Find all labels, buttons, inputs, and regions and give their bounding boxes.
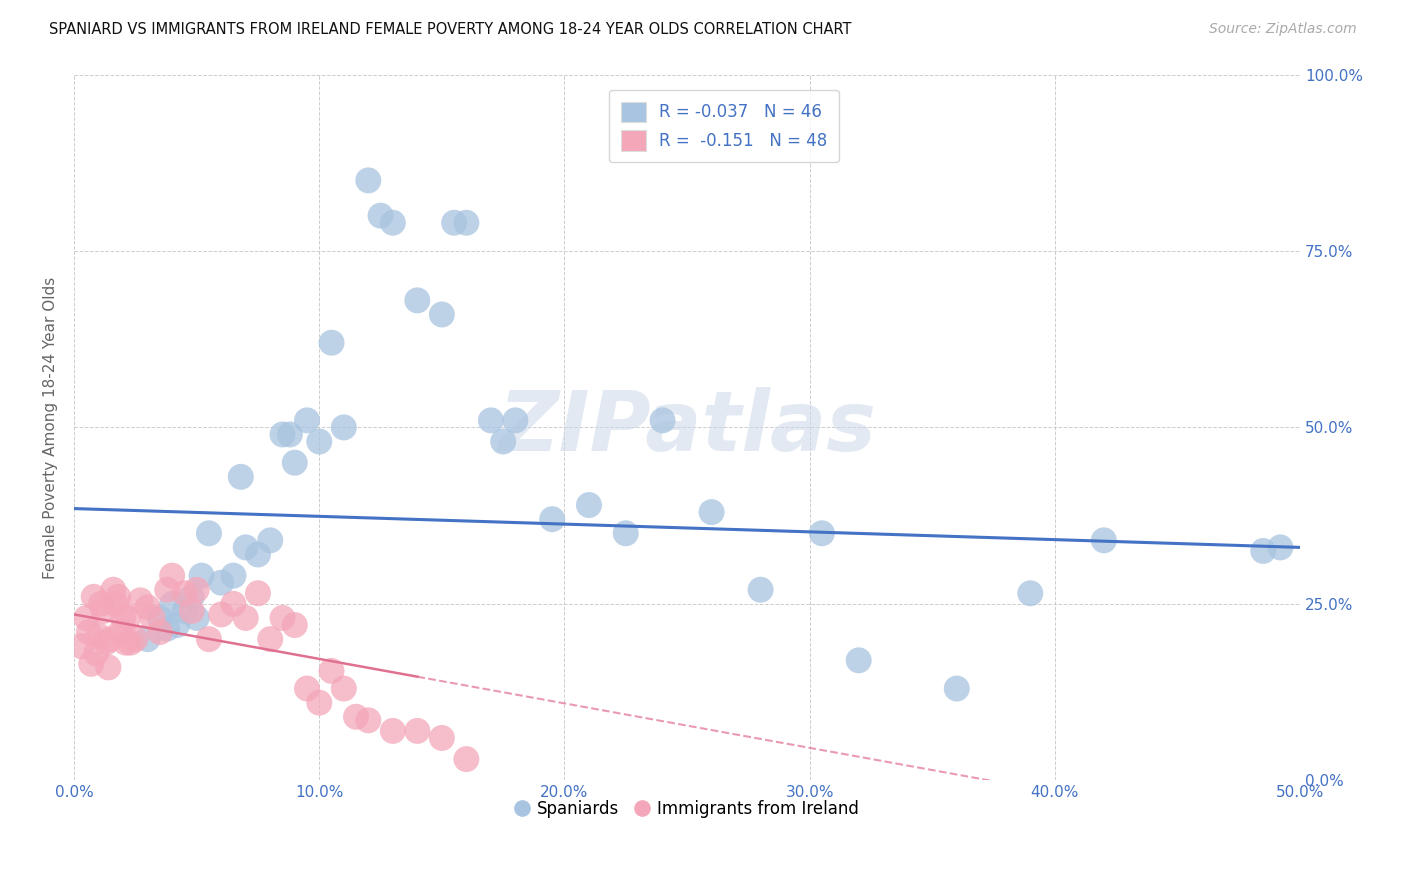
Point xyxy=(278,427,301,442)
Point xyxy=(112,611,135,625)
Point xyxy=(357,173,380,187)
Point xyxy=(104,597,127,611)
Point xyxy=(456,216,478,230)
Point xyxy=(90,597,112,611)
Point xyxy=(284,618,307,632)
Point xyxy=(160,597,183,611)
Point xyxy=(284,456,307,470)
Point xyxy=(381,216,404,230)
Point xyxy=(1019,586,1042,600)
Point xyxy=(180,590,202,604)
Point xyxy=(700,505,723,519)
Point xyxy=(357,714,380,728)
Point xyxy=(406,723,429,738)
Point xyxy=(430,731,453,745)
Point xyxy=(945,681,967,696)
Point xyxy=(222,597,245,611)
Point xyxy=(295,681,318,696)
Point xyxy=(370,209,392,223)
Point xyxy=(308,434,330,449)
Point xyxy=(173,604,195,618)
Point xyxy=(190,568,212,582)
Point xyxy=(333,681,356,696)
Point xyxy=(271,611,294,625)
Legend: Spaniards, Immigrants from Ireland: Spaniards, Immigrants from Ireland xyxy=(509,794,866,825)
Point xyxy=(136,632,159,647)
Point xyxy=(578,498,600,512)
Point xyxy=(107,590,129,604)
Point xyxy=(848,653,870,667)
Point xyxy=(198,526,221,541)
Point xyxy=(77,625,100,640)
Point xyxy=(110,625,132,640)
Point xyxy=(114,635,136,649)
Point xyxy=(97,660,120,674)
Point xyxy=(811,526,834,541)
Point xyxy=(80,657,103,671)
Point xyxy=(492,434,515,449)
Point xyxy=(749,582,772,597)
Point xyxy=(614,526,637,541)
Point xyxy=(246,586,269,600)
Point xyxy=(456,752,478,766)
Text: Source: ZipAtlas.com: Source: ZipAtlas.com xyxy=(1209,22,1357,37)
Point xyxy=(149,625,172,640)
Point xyxy=(1092,533,1115,548)
Point xyxy=(70,639,93,653)
Point xyxy=(142,611,165,625)
Point xyxy=(186,582,208,597)
Point xyxy=(83,590,105,604)
Point xyxy=(479,413,502,427)
Point xyxy=(156,622,179,636)
Point xyxy=(430,308,453,322)
Point xyxy=(295,413,318,427)
Point xyxy=(235,611,257,625)
Point xyxy=(160,568,183,582)
Point xyxy=(271,427,294,442)
Point xyxy=(124,632,146,647)
Point xyxy=(93,604,115,618)
Point xyxy=(505,413,527,427)
Point xyxy=(259,533,281,548)
Point xyxy=(87,629,110,643)
Point xyxy=(100,632,122,647)
Point xyxy=(344,710,367,724)
Point xyxy=(103,582,125,597)
Point xyxy=(229,470,252,484)
Point xyxy=(259,632,281,647)
Point xyxy=(321,664,343,678)
Point xyxy=(180,604,202,618)
Point xyxy=(235,541,257,555)
Point xyxy=(443,216,465,230)
Point xyxy=(381,723,404,738)
Point xyxy=(541,512,564,526)
Point xyxy=(94,635,117,649)
Point xyxy=(129,593,152,607)
Point xyxy=(198,632,221,647)
Point xyxy=(651,413,673,427)
Point xyxy=(321,335,343,350)
Text: ZIPatlas: ZIPatlas xyxy=(498,387,876,468)
Point xyxy=(120,635,142,649)
Point xyxy=(1270,541,1292,555)
Point xyxy=(156,582,179,597)
Point xyxy=(406,293,429,308)
Point xyxy=(186,611,208,625)
Point xyxy=(117,611,139,625)
Point xyxy=(209,575,232,590)
Point xyxy=(75,611,97,625)
Point xyxy=(149,611,172,625)
Point xyxy=(222,568,245,582)
Point xyxy=(1251,544,1274,558)
Point xyxy=(246,548,269,562)
Text: SPANIARD VS IMMIGRANTS FROM IRELAND FEMALE POVERTY AMONG 18-24 YEAR OLDS CORRELA: SPANIARD VS IMMIGRANTS FROM IRELAND FEMA… xyxy=(49,22,852,37)
Point xyxy=(209,607,232,622)
Point xyxy=(166,618,188,632)
Point xyxy=(308,696,330,710)
Point xyxy=(136,600,159,615)
Point xyxy=(333,420,356,434)
Y-axis label: Female Poverty Among 18-24 Year Olds: Female Poverty Among 18-24 Year Olds xyxy=(44,277,58,579)
Point xyxy=(173,586,195,600)
Point xyxy=(84,646,107,660)
